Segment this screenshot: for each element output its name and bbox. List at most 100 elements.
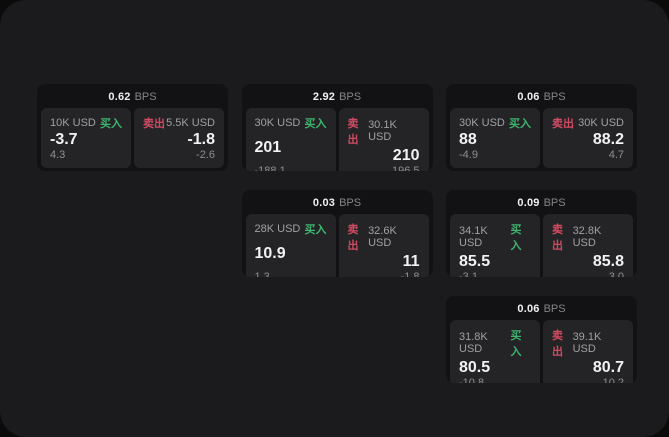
sell-amount: 30.1K USD xyxy=(368,119,397,143)
sell-side-label: 卖出 xyxy=(552,224,563,252)
sell-quote-tile[interactable]: 卖出 30K USD 88.2 4.7 xyxy=(543,108,633,168)
sell-tile-header: 卖出 32.6K USD xyxy=(348,221,420,253)
buy-tile-header: 10K USD 买入 xyxy=(50,115,122,131)
sell-quote-tile[interactable]: 卖出 32.8K USD 85.8 3.0 xyxy=(543,214,633,277)
buy-quote-tile[interactable]: 28K USD 买入 10.9 1.3 xyxy=(245,214,336,277)
bps-value: 0.06 xyxy=(517,303,540,315)
buy-price: 10.9 xyxy=(254,245,286,262)
sell-amount: 5.5K USD xyxy=(166,117,215,129)
bps-value: 0.09 xyxy=(517,197,540,209)
bps-unit-label: BPS xyxy=(339,197,362,209)
buy-tile-header: 28K USD 买入 xyxy=(255,221,327,237)
quote-card: 0.06 BPS 30K USD 买入 88 -4.9 卖出 30K USD 88.2 4.7 xyxy=(446,84,637,171)
sell-sub-value: 4.7 xyxy=(608,149,624,161)
buy-quote-tile[interactable]: 34.1K USD 买入 85.5 -3.1 xyxy=(450,214,540,277)
buy-side-label: 买入 xyxy=(510,330,522,358)
sell-side-label: 卖出 xyxy=(347,224,359,252)
buy-price: 80.5 xyxy=(459,359,491,376)
buy-tile-header: 31.8K USD 买入 xyxy=(459,327,531,359)
buy-side-label: 买入 xyxy=(100,118,122,130)
quote-panels: 30K USD 买入 88 -4.9 卖出 30K USD 88.2 4.7 xyxy=(450,108,633,168)
sell-tile-header: 卖出 5.5K USD xyxy=(143,115,215,131)
buy-price: -3.7 xyxy=(50,131,78,148)
sell-sub-value: 10.2 xyxy=(602,377,624,383)
sell-quote-tile[interactable]: 卖出 39.1K USD 80.7 10.2 xyxy=(543,320,633,383)
quote-card-header: 2.92 BPS xyxy=(242,84,433,108)
buy-price: 88 xyxy=(459,131,477,148)
sell-sub-value: 196.5 xyxy=(391,165,420,171)
buy-tile-header: 30K USD 买入 xyxy=(255,115,327,131)
buy-price: 201 xyxy=(254,139,282,156)
bps-value: 0.62 xyxy=(108,91,131,103)
sell-sub-value: -1.8 xyxy=(400,271,420,277)
buy-sub-value: -10.8 xyxy=(459,377,485,383)
sell-tile-header: 卖出 39.1K USD xyxy=(552,327,624,359)
quote-card: 2.92 BPS 30K USD 买入 201 -188.1 卖出 30.1K USD 210 1… xyxy=(241,84,433,171)
buy-side-label: 买入 xyxy=(304,118,327,130)
sell-quote-tile[interactable]: 卖出 5.5K USD -1.8 -2.6 xyxy=(134,108,224,168)
sell-side-label: 卖出 xyxy=(347,118,359,146)
buy-sub-value: -4.9 xyxy=(459,149,478,161)
buy-amount: 30K USD xyxy=(459,117,505,129)
sell-price: 11 xyxy=(402,253,420,270)
buy-tile-header: 34.1K USD 买入 xyxy=(459,221,531,253)
sell-amount: 32.6K USD xyxy=(368,225,397,249)
sell-quote-tile[interactable]: 卖出 30.1K USD 210 196.5 xyxy=(338,108,429,171)
sell-tile-header: 卖出 30.1K USD xyxy=(348,115,420,147)
quotes-grid: 0.62 BPS 10K USD 买入 -3.7 4.3 卖出 5.5K USD -1.8 -2.… xyxy=(37,84,637,383)
sell-side-label: 卖出 xyxy=(552,330,563,358)
bps-unit-label: BPS xyxy=(543,197,566,209)
buy-amount: 10K USD xyxy=(50,117,96,129)
quote-panels: 28K USD 买入 10.9 1.3 卖出 32.6K USD 11 -1.8 xyxy=(245,214,429,277)
buy-quote-tile[interactable]: 10K USD 买入 -3.7 4.3 xyxy=(41,108,131,168)
buy-amount: 31.8K USD xyxy=(459,331,488,355)
quote-panels: 31.8K USD 买入 80.5 -10.8 卖出 39.1K USD 80.7 10.2 xyxy=(450,320,633,383)
sell-price: 88.2 xyxy=(592,131,624,148)
buy-quote-tile[interactable]: 31.8K USD 买入 80.5 -10.8 xyxy=(450,320,540,383)
quote-panels: 30K USD 买入 201 -188.1 卖出 30.1K USD 210 196.5 xyxy=(245,108,429,171)
buy-side-label: 买入 xyxy=(304,224,327,236)
sell-amount: 32.8K USD xyxy=(572,225,602,249)
bps-unit-label: BPS xyxy=(543,91,566,103)
quote-card-header: 0.06 BPS xyxy=(446,296,637,320)
buy-quote-tile[interactable]: 30K USD 买入 88 -4.9 xyxy=(450,108,540,168)
buy-side-label: 买入 xyxy=(509,118,531,130)
sell-quote-tile[interactable]: 卖出 32.6K USD 11 -1.8 xyxy=(338,214,429,277)
bps-value: 0.06 xyxy=(517,91,540,103)
buy-sub-value: -3.1 xyxy=(459,271,478,277)
buy-price: 85.5 xyxy=(459,253,491,270)
bps-value: 0.03 xyxy=(312,197,336,209)
sell-sub-value: 3.0 xyxy=(608,271,624,277)
sell-price: 85.8 xyxy=(592,253,624,270)
buy-quote-tile[interactable]: 30K USD 买入 201 -188.1 xyxy=(245,108,336,171)
sell-amount: 39.1K USD xyxy=(572,331,602,355)
buy-side-label: 买入 xyxy=(510,224,522,252)
sell-sub-value: -2.6 xyxy=(196,149,215,161)
quote-card: 0.06 BPS 31.8K USD 买入 80.5 -10.8 卖出 39.1K USD 80… xyxy=(446,296,637,383)
sell-tile-header: 卖出 32.8K USD xyxy=(552,221,624,253)
sell-side-label: 卖出 xyxy=(552,118,574,130)
sell-tile-header: 卖出 30K USD xyxy=(552,115,624,131)
sell-price: -1.8 xyxy=(187,131,215,148)
bps-unit-label: BPS xyxy=(543,303,566,315)
bps-value: 2.92 xyxy=(312,91,336,103)
buy-sub-value: 1.3 xyxy=(254,271,270,277)
buy-amount: 28K USD xyxy=(254,223,301,235)
sell-price: 210 xyxy=(392,147,420,164)
quote-card-header: 0.06 BPS xyxy=(446,84,637,108)
quote-card-header: 0.62 BPS xyxy=(37,84,228,108)
quote-card: 0.03 BPS 28K USD 买入 10.9 1.3 卖出 32.6K USD 11 -1.8 xyxy=(241,190,433,277)
sell-side-label: 卖出 xyxy=(143,118,165,130)
buy-sub-value: -188.1 xyxy=(254,165,286,171)
quote-card-header: 0.09 BPS xyxy=(446,190,637,214)
buy-tile-header: 30K USD 买入 xyxy=(459,115,531,131)
sell-amount: 30K USD xyxy=(578,117,624,129)
quote-panels: 10K USD 买入 -3.7 4.3 卖出 5.5K USD -1.8 -2.6 xyxy=(41,108,224,168)
quote-panels: 34.1K USD 买入 85.5 -3.1 卖出 32.8K USD 85.8 3.0 xyxy=(450,214,633,277)
bps-unit-label: BPS xyxy=(339,91,362,103)
quote-card: 0.09 BPS 34.1K USD 买入 85.5 -3.1 卖出 32.8K USD 85.… xyxy=(446,190,637,277)
bps-unit-label: BPS xyxy=(134,91,157,103)
buy-sub-value: 4.3 xyxy=(50,149,66,161)
buy-amount: 34.1K USD xyxy=(459,225,488,249)
